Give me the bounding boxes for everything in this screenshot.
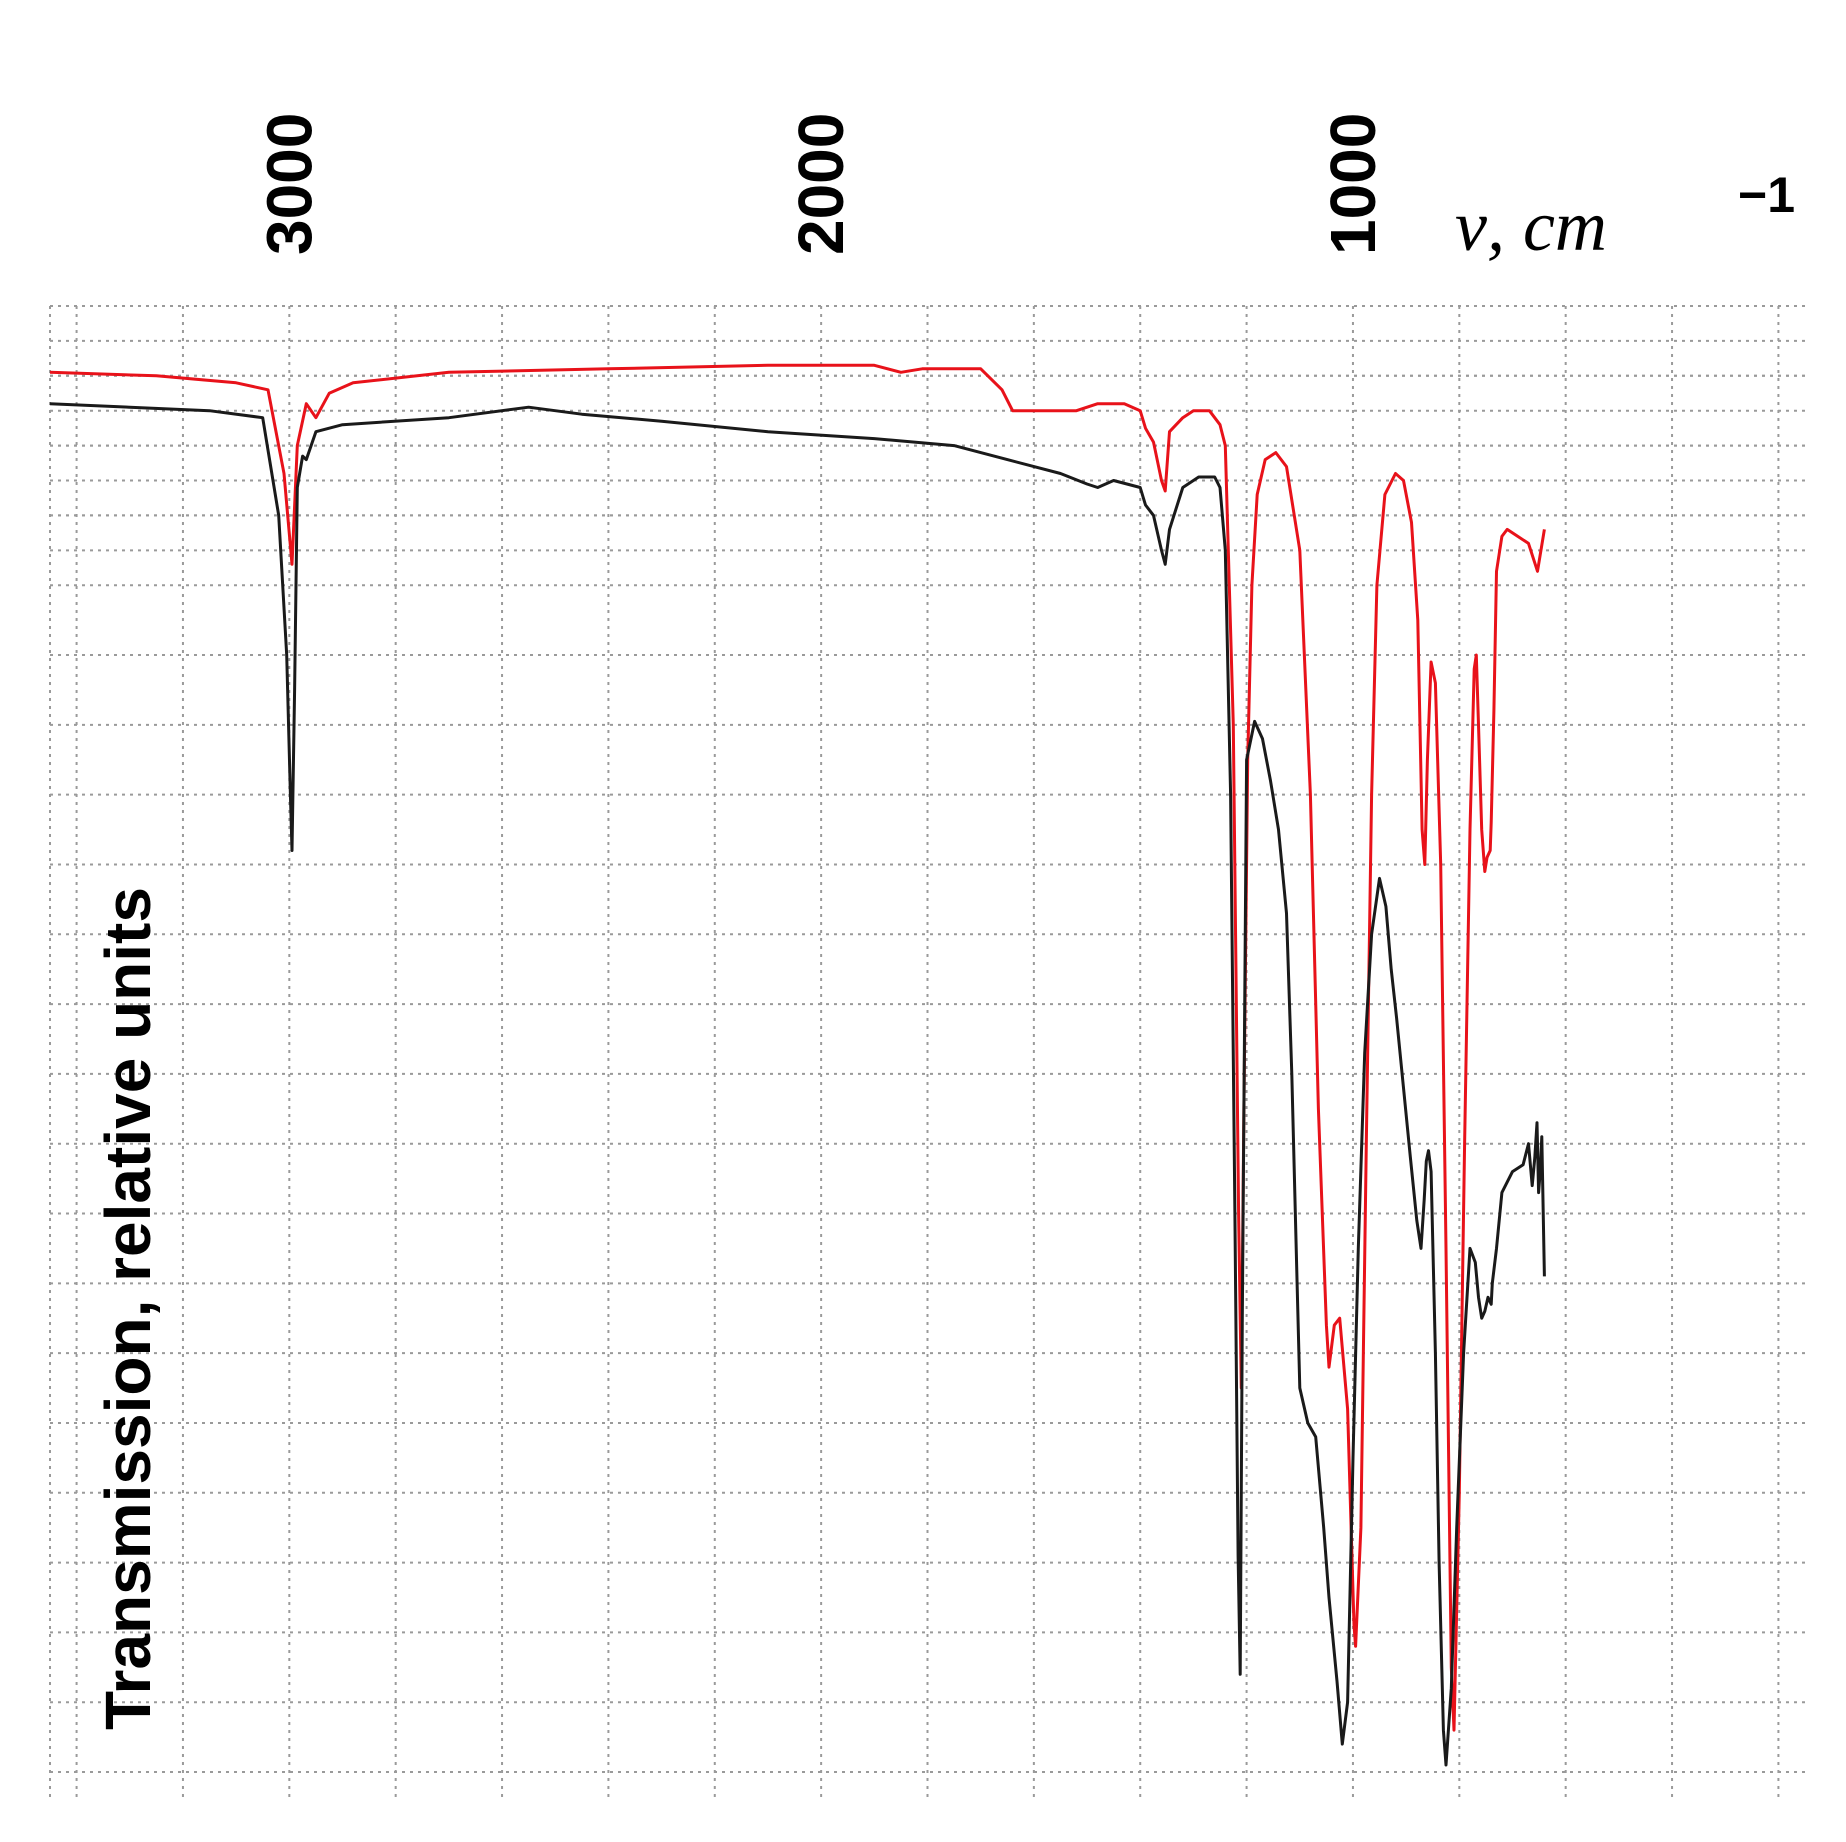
x-tick-labels: 3000 2000 1000 [253, 113, 1389, 255]
grid [49, 305, 1805, 1800]
x-axis-label-text: ν, cm [1455, 186, 1607, 266]
y-axis-label: Transmission, relative units [92, 887, 164, 1730]
series-line-1 [49, 363, 1546, 1732]
x-axis-label-superscript: −1 [1738, 167, 1795, 223]
series-layer [49, 363, 1546, 1767]
x-tick-label: 1000 [1317, 113, 1389, 255]
x-tick-label: 2000 [785, 113, 857, 255]
series-line-2 [49, 402, 1546, 1767]
x-axis-label: ν, cm −1 [1455, 167, 1795, 266]
x-tick-label: 3000 [253, 113, 325, 255]
